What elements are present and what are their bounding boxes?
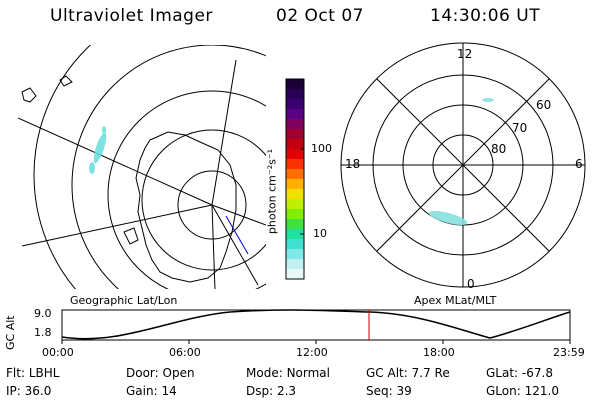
info-dsp: Dsp: 2.3 (246, 384, 297, 398)
timeline-xtick: 18:00 (423, 346, 455, 359)
mlat-label: 80 (491, 142, 507, 156)
mlt-label-left: 18 (345, 157, 361, 171)
mlt-label-bottom: 0 (467, 277, 475, 291)
colorbar-segment (286, 159, 304, 170)
info-gain: Gain: 14 (126, 384, 177, 398)
colorbar-segment (286, 79, 304, 90)
colorbar-segment (286, 229, 304, 240)
timeline-xtick: 06:00 (169, 346, 201, 359)
info-mode: Mode: Normal (246, 366, 330, 380)
timeline-ytick: 1.8 (34, 326, 52, 339)
info-flt: Flt: LBHL (6, 366, 60, 380)
colorbar-segment (286, 189, 304, 200)
colorbar-segment (286, 109, 304, 120)
colorbar-segment (286, 119, 304, 130)
timeline-ytick: 9.0 (34, 307, 52, 320)
mlt-label-right: 6 (575, 157, 583, 171)
time-label: 14:30:06 UT (430, 6, 541, 26)
colorbar-segment (286, 209, 304, 220)
geo-map-label: Geographic Lat/Lon (70, 294, 178, 307)
colorbar-segment (286, 239, 304, 250)
info-seq: Seq: 39 (366, 384, 412, 398)
colorbar-segment (286, 179, 304, 190)
date-label: 02 Oct 07 (276, 6, 364, 26)
colorbar-segment (286, 269, 304, 280)
colorbar-segment (286, 199, 304, 210)
mlat-label: 70 (512, 121, 528, 135)
colorbar-tick: 100 (311, 142, 332, 155)
timeline-xtick: 00:00 (42, 346, 74, 359)
info-door: Door: Open (126, 366, 195, 380)
timeline-xtick: 23:59 (553, 346, 585, 359)
colorbar (286, 79, 304, 280)
mlt-label-top: 12 (457, 47, 473, 61)
colorbar-segment (286, 259, 304, 270)
colorbar-segment (286, 149, 304, 160)
instrument-title: Ultraviolet Imager (50, 6, 213, 26)
polar-map-label: Apex MLat/MLT (414, 294, 497, 307)
colorbar-segment (286, 169, 304, 180)
colorbar-segment (286, 89, 304, 100)
info-glat: GLat: -67.8 (486, 366, 553, 380)
colorbar-segment (286, 99, 304, 110)
colorbar-tick: 10 (313, 227, 327, 240)
colorbar-segment (286, 139, 304, 150)
colorbar-segment (286, 129, 304, 140)
timeline-ylabel: GC Alt (4, 315, 17, 350)
colorbar-segment (286, 219, 304, 230)
info-glon: GLon: 121.0 (486, 384, 559, 398)
timeline-xtick: 12:00 (296, 346, 328, 359)
colorbar-segment (286, 249, 304, 260)
info-ip: IP: 36.0 (6, 384, 52, 398)
info-gc-alt: GC Alt: 7.7 Re (366, 366, 450, 380)
mlat-label: 60 (536, 98, 552, 112)
colorbar-unit-label: photon cm⁻²s⁻¹ (265, 148, 279, 235)
